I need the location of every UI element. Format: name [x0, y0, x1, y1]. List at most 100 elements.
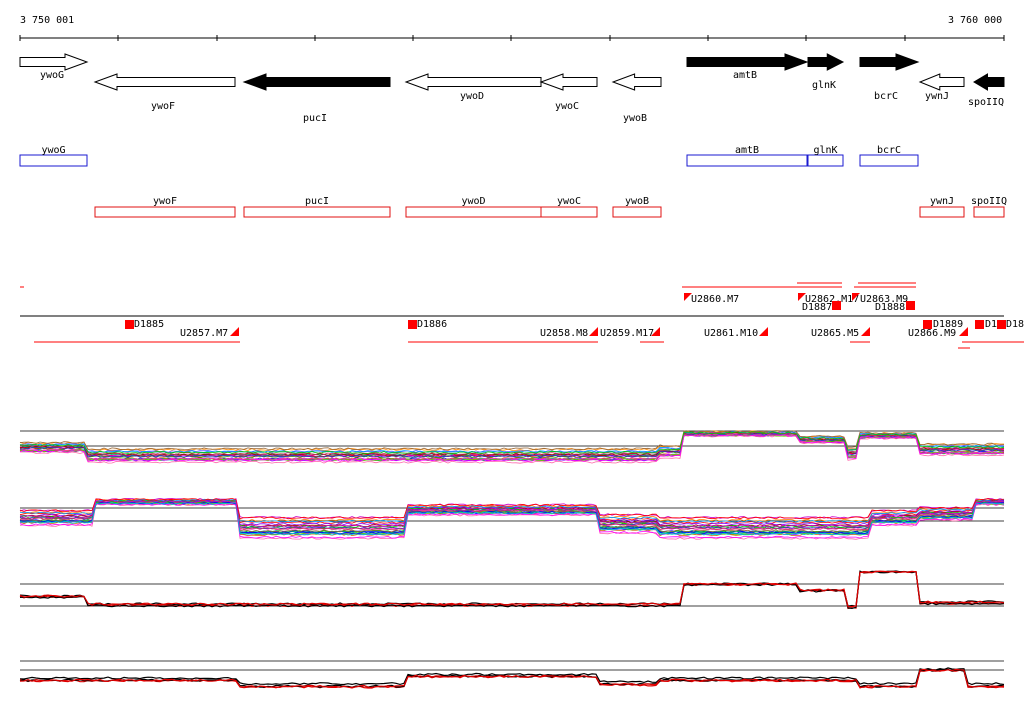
- expression-trace: [19, 434, 1005, 462]
- blue-annotation-glnK[interactable]: [807, 154, 844, 167]
- gene-label-ywoF: ywoF: [151, 101, 175, 112]
- start-coordinate: 3 750 001: [20, 15, 74, 26]
- red-annotation-pucI[interactable]: [243, 206, 391, 218]
- gene-label-amtB: amtB: [733, 70, 757, 81]
- segment-label: D1886: [417, 319, 447, 330]
- gene-arrow-glnK[interactable]: [807, 53, 845, 71]
- expression-trace: [19, 498, 1005, 523]
- segment-end-marker: [651, 327, 660, 336]
- expression-trace: [19, 500, 1005, 528]
- segment-label: U2859.M17: [600, 328, 654, 339]
- red-annotation-ywoF[interactable]: [94, 206, 236, 218]
- expression-trace: [19, 430, 1005, 451]
- segment-end-marker: [759, 327, 768, 336]
- gene-track: ywoG ywoF pucI ywoD ywoC ywoB amtB glnK bcrC ywnJ…: [19, 53, 1005, 124]
- expression-trace: [19, 501, 1005, 533]
- red-annotation-label-ywoB: ywoB: [625, 196, 649, 207]
- segment-marker: [975, 320, 984, 329]
- segment-marker: [906, 301, 915, 310]
- segment-end-marker: [230, 327, 239, 336]
- gene-arrow-ywoD[interactable]: [404, 73, 542, 91]
- gene-label-glnK: glnK: [812, 80, 836, 91]
- gene-label-spoIIQ: spoIIQ: [968, 97, 1004, 108]
- expression-panel-2: [19, 497, 1005, 540]
- segment-marker: [408, 320, 417, 329]
- segment-end-marker: [861, 327, 870, 336]
- expression-trace: [19, 431, 1005, 454]
- gene-label-pucI: pucI: [303, 113, 327, 124]
- gene-arrow-ywoB[interactable]: [611, 73, 662, 91]
- segment-marker: [997, 320, 1006, 329]
- segment-end-marker: [959, 327, 968, 336]
- gene-arrow-bcrC[interactable]: [859, 53, 920, 71]
- expression-panel-3: [19, 570, 1005, 610]
- segment-track: D1885 U2857.M7 D1886 U2858.M8 U2859.M17 U2860…: [20, 282, 1024, 349]
- red-annotation-label-spoIIQ: spoIIQ: [971, 196, 1007, 207]
- red-annotation-label-ywoF: ywoF: [153, 196, 177, 207]
- blue-annotation-ywoG[interactable]: [19, 154, 88, 167]
- gene-label-ywoD: ywoD: [460, 91, 484, 102]
- gene-arrow-ywoC[interactable]: [539, 73, 598, 91]
- expression-panel-4: [19, 660, 1005, 689]
- red-annotation-label-pucI: pucI: [305, 196, 329, 207]
- blue-annotation-amtB[interactable]: [686, 154, 808, 167]
- segment-label: U2857.M7: [180, 328, 228, 339]
- expression-trace: [19, 503, 1005, 540]
- gene-arrow-ywoG[interactable]: [19, 53, 89, 71]
- segment-label: U2860.M7: [691, 294, 739, 305]
- segment-start-marker: [798, 293, 806, 301]
- segment-label: D1888: [875, 302, 905, 313]
- segment-label: D18: [985, 319, 1003, 330]
- segment-label: U2861.M10: [704, 328, 758, 339]
- segment-start-marker: [852, 293, 860, 301]
- blue-annotation-label-bcrC: bcrC: [877, 145, 901, 156]
- blue-annotation-bcrC[interactable]: [859, 154, 919, 167]
- blue-annotation-label-ywoG: ywoG: [41, 145, 65, 156]
- segment-label: D1889: [933, 319, 963, 330]
- segment-marker: [832, 301, 841, 310]
- segment-label: D18: [1006, 319, 1024, 330]
- segment-label: U2858.M8: [540, 328, 588, 339]
- segment-label: U2865.M5: [811, 328, 859, 339]
- gene-label-ywoB: ywoB: [623, 113, 647, 124]
- red-annotation-ywoD[interactable]: [405, 206, 542, 218]
- segment-marker: [125, 320, 134, 329]
- blue-annotation-label-amtB: amtB: [735, 145, 759, 156]
- gene-label-ywoC: ywoC: [555, 101, 579, 112]
- coordinate-ruler: [19, 35, 1005, 41]
- gene-label-ywoG: ywoG: [40, 70, 64, 81]
- red-annotation-label-ywnJ: ywnJ: [930, 196, 954, 207]
- red-annotation-spoIIQ[interactable]: [973, 206, 1005, 218]
- segment-label: D1885: [134, 319, 164, 330]
- gene-label-ywnJ: ywnJ: [925, 91, 949, 102]
- segment-label: U2862.M17: [805, 294, 859, 305]
- expression-trace: [19, 497, 1005, 520]
- blue-annotation-label-glnK: glnK: [813, 145, 837, 156]
- blue-annotation-track: ywoG amtB glnK bcrC: [19, 145, 919, 167]
- expression-trace: [19, 668, 1005, 689]
- segment-label: U2863.M9: [860, 294, 908, 305]
- gene-arrow-spoIIQ[interactable]: [973, 73, 1005, 91]
- expression-trace: [19, 570, 1005, 608]
- gene-arrow-amtB[interactable]: [686, 53, 809, 71]
- segment-end-marker: [589, 327, 598, 336]
- expression-trace: [19, 501, 1005, 535]
- expression-trace: [19, 433, 1005, 462]
- expression-trace: [19, 502, 1005, 536]
- segment-marker: [923, 320, 932, 329]
- red-annotation-track: ywoF pucI ywoD ywoC ywoB ywnJ spoIIQ: [94, 196, 1007, 218]
- red-annotation-ywoB[interactable]: [612, 206, 662, 218]
- segment-label: D1887: [802, 302, 832, 313]
- gene-arrow-pucI[interactable]: [242, 73, 391, 91]
- end-coordinate: 3 760 000: [948, 15, 1002, 26]
- segment-start-marker: [684, 293, 692, 301]
- red-annotation-label-ywoC: ywoC: [557, 196, 581, 207]
- gene-label-bcrC: bcrC: [874, 91, 898, 102]
- gene-arrow-ywoF[interactable]: [93, 73, 236, 91]
- red-annotation-ywoC[interactable]: [540, 206, 598, 218]
- expression-trace: [19, 667, 1005, 686]
- expression-panels: [19, 430, 1005, 689]
- red-annotation-ywnJ[interactable]: [919, 206, 965, 218]
- gene-arrow-ywnJ[interactable]: [918, 73, 965, 91]
